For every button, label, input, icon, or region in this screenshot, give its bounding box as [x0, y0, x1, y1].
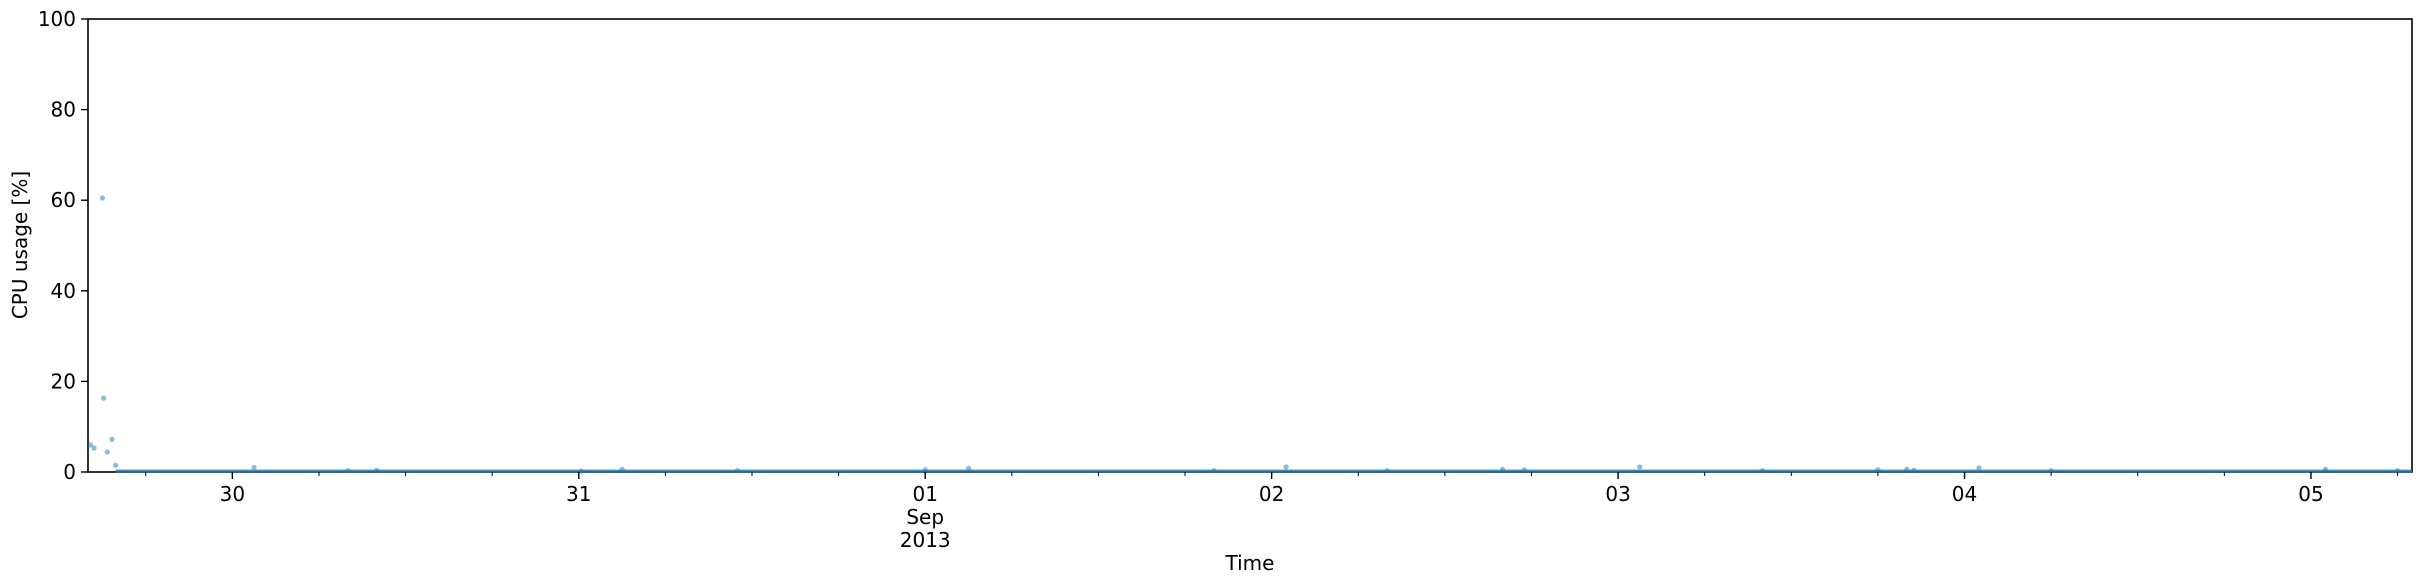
- data-point: [1637, 464, 1643, 470]
- data-point: [109, 436, 115, 442]
- data-point: [619, 466, 625, 472]
- data-point: [1211, 468, 1217, 474]
- y-axis-ticks: 0 20 40 60 80 100: [38, 7, 88, 484]
- data-point: [99, 195, 106, 201]
- x-tick-sublabel-month: Sep: [906, 505, 944, 529]
- data-point: [104, 449, 110, 455]
- x-tick-label: 31: [566, 482, 591, 506]
- data-point: [1759, 468, 1766, 474]
- x-axis-ticks: 30 31 01 02 03 04 05: [145, 472, 2399, 506]
- y-tick-label: 80: [51, 98, 76, 122]
- y-tick-label: 40: [51, 279, 76, 303]
- data-point: [1911, 467, 1917, 473]
- data-point: [113, 462, 119, 468]
- data-point: [2322, 466, 2328, 472]
- data-point: [374, 467, 380, 473]
- x-axis-label: Time: [1225, 551, 1275, 575]
- data-point: [1384, 468, 1390, 474]
- data-point: [91, 445, 97, 451]
- x-tick-label: 01: [912, 482, 937, 506]
- data-point: [922, 467, 928, 473]
- y-tick-label: 60: [51, 188, 76, 212]
- data-point: [965, 465, 972, 471]
- plot-frame: [87, 18, 2413, 473]
- y-tick-label: 100: [38, 7, 76, 31]
- data-point: [578, 468, 584, 474]
- x-tick-label: 04: [1952, 482, 1977, 506]
- x-tick-label: 03: [1605, 482, 1630, 506]
- y-tick-label: 20: [51, 369, 76, 393]
- data-points-group: [87, 195, 2401, 474]
- data-point: [2394, 468, 2401, 474]
- data-point: [1500, 466, 1506, 472]
- data-point: [251, 464, 257, 471]
- x-tick-sublabel-year: 2013: [900, 528, 951, 552]
- data-point: [734, 468, 741, 474]
- data-point: [345, 468, 351, 474]
- y-axis-label: CPU usage [%]: [8, 171, 32, 319]
- x-tick-label: 05: [2298, 482, 2323, 506]
- data-point: [1283, 464, 1289, 470]
- y-tick-label: 0: [63, 460, 76, 484]
- x-tick-label: 02: [1259, 482, 1284, 506]
- data-point: [87, 442, 94, 448]
- data-point: [1521, 467, 1527, 473]
- data-point: [2048, 468, 2054, 474]
- data-point: [1904, 466, 1910, 472]
- x-tick-label: 30: [220, 482, 245, 506]
- data-point: [1976, 465, 1982, 471]
- data-point: [1875, 467, 1881, 473]
- data-point: [101, 395, 107, 401]
